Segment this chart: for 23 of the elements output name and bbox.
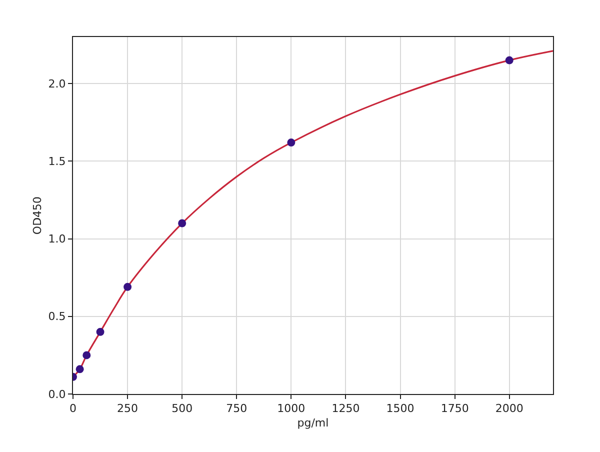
- x-axis-title: pg/ml: [297, 416, 329, 430]
- point: [124, 282, 132, 291]
- point: [76, 365, 84, 374]
- x-tick-label: 500: [172, 402, 193, 416]
- x-tick-label: 1000: [277, 402, 306, 416]
- x-tick-label: 1500: [386, 402, 414, 416]
- point: [96, 328, 104, 336]
- y-axis-title: OD450: [30, 196, 44, 235]
- x-tick-label: 1750: [440, 402, 469, 416]
- x-tick-label: 750: [226, 402, 248, 416]
- point: [178, 219, 186, 228]
- x-tick-label: 250: [117, 402, 138, 416]
- x-tick-label: 2000: [495, 402, 524, 416]
- point: [82, 351, 91, 360]
- y-tick-label: 0.0: [48, 388, 66, 401]
- y-tick-label: 1.5: [48, 155, 66, 168]
- x-tick-label: 1250: [332, 402, 360, 416]
- point: [287, 138, 296, 147]
- x-tick-label: 0: [70, 402, 76, 416]
- y-tick-label: 2.0: [48, 77, 66, 90]
- point: [505, 56, 514, 64]
- y-tick-label: 0.5: [48, 310, 66, 324]
- y-tick-label: 1.0: [48, 232, 66, 246]
